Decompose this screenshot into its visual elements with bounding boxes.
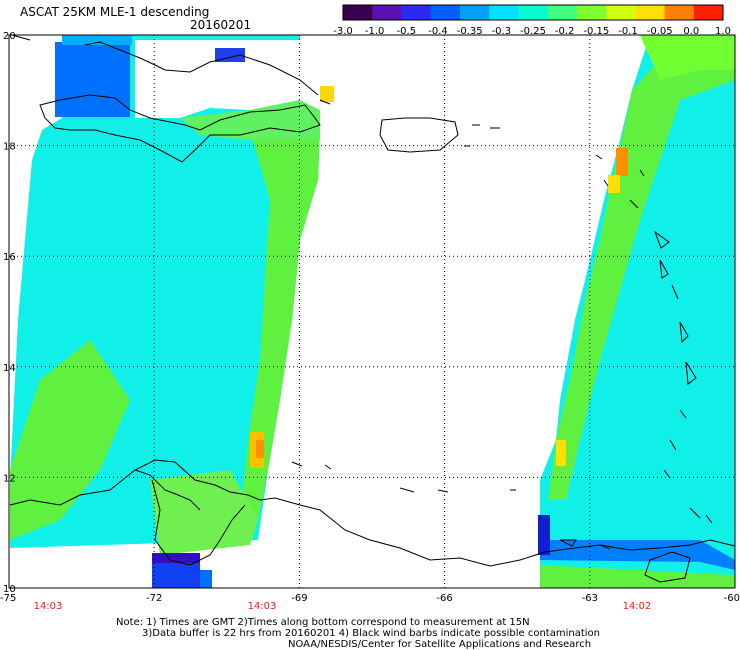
east-south-green — [540, 565, 735, 588]
time-label: 14:02 — [623, 601, 652, 612]
west-swath-green-band — [240, 130, 320, 520]
map-date: 20160201 — [190, 18, 251, 32]
coast-hispaniola-north — [84, 41, 319, 96]
colorbar-segment — [459, 5, 490, 20]
colorbar-label: -0.5 — [397, 26, 417, 37]
south-blue-ext — [200, 570, 212, 588]
coast-maracaibo — [151, 479, 246, 566]
central-green-area — [150, 470, 258, 555]
map-title: ASCAT 25KM MLE-1 descending — [20, 5, 209, 19]
east-swath-orange-patch — [616, 148, 628, 176]
note-line-3: NOAA/NESDIS/Center for Satellite Applica… — [288, 639, 591, 650]
colorbar-label: -0.4 — [428, 26, 448, 37]
colorbar-label: -3.0 — [333, 26, 353, 37]
colorbar-labels: -3.0 -1.0 -0.5 -0.4 -0.35 -0.3 -0.25 -0.2 -0.15-… — [333, 26, 731, 37]
colorbar-segment — [401, 5, 432, 20]
west-swath-orange-patch — [256, 440, 264, 458]
map-plot-area — [8, 34, 736, 589]
wind-data-swaths — [10, 35, 735, 588]
coast-puerto-rico — [379, 117, 459, 153]
southwest-green-area — [10, 340, 130, 540]
lat-label: 16 — [3, 252, 16, 263]
colorbar-segment — [518, 5, 549, 20]
coast-north-islands — [11, 34, 331, 105]
colorbar-label: -0.2 — [555, 26, 575, 37]
east-south-navy-block — [538, 515, 550, 555]
note-line-2: 3)Data buffer is 22 hrs from 20160201 4)… — [142, 628, 600, 639]
west-swath-yellow-north — [320, 86, 334, 102]
colorbar-segment — [664, 5, 695, 20]
map-frame — [8, 34, 736, 589]
lon-label: -63 — [582, 593, 598, 604]
northwest-cyan-block — [62, 35, 132, 45]
colorbar-segment — [489, 5, 519, 20]
colorbar-segment — [343, 5, 373, 20]
colorbar-segment — [430, 5, 461, 20]
lat-label: 14 — [3, 363, 16, 374]
lon-label: -72 — [146, 593, 162, 604]
north-no-data-gap — [135, 40, 320, 118]
colorbar-frame — [342, 4, 724, 21]
coastlines — [9, 34, 736, 583]
east-swath-green-band — [548, 40, 735, 500]
coast-aruba-curacao — [291, 461, 516, 493]
time-labels: 14:03 14:03 14:02 — [34, 601, 652, 612]
lon-label: -75 — [0, 593, 16, 604]
colorbar-segment — [693, 5, 724, 20]
note-line-1: Note: 1) Times are GMT 2)Times along bot… — [116, 617, 530, 628]
northwest-blue-block — [55, 42, 130, 117]
colorbar — [342, 4, 724, 21]
lon-label: -60 — [724, 593, 740, 604]
north-blue-strip — [215, 48, 245, 62]
lat-label: 18 — [3, 142, 16, 153]
colorbar-label: -1.0 — [365, 26, 385, 37]
colorbar-segment — [547, 5, 578, 20]
coast-lesser-antilles — [595, 154, 701, 519]
graticule — [9, 35, 735, 588]
coast-guajira — [134, 469, 201, 511]
colorbar-segment — [576, 5, 607, 20]
colorbar-segment — [635, 5, 666, 20]
time-label: 14:03 — [34, 601, 63, 612]
colorbar-label: -0.1 — [618, 26, 638, 37]
colorbar-label: -0.25 — [520, 26, 546, 37]
east-swath-north-green — [640, 35, 735, 80]
coast-virgin-islands — [464, 124, 500, 147]
coast-hispaniola — [39, 94, 321, 163]
coast-grenada — [705, 514, 713, 524]
colorbar-label: 0.0 — [683, 26, 699, 37]
east-swath — [540, 35, 735, 588]
colorbar-label: -0.35 — [457, 26, 483, 37]
east-swath-yellow-patch — [608, 175, 620, 193]
colorbar-label: 1.0 — [715, 26, 731, 37]
coast-margarita — [559, 539, 611, 550]
lat-label: 12 — [3, 473, 16, 484]
longitude-labels: -75 -72 -69 -66 -63 -60 — [0, 593, 740, 604]
lat-label: 10 — [3, 584, 16, 595]
latitude-labels: 20 18 16 14 12 10 — [3, 31, 16, 595]
lon-label: -69 — [291, 593, 307, 604]
lon-label: -66 — [436, 593, 452, 604]
time-label: 14:03 — [248, 601, 277, 612]
east-south-blue-strip — [540, 540, 735, 570]
east-swath-yellow-west — [556, 440, 566, 466]
lat-label: 20 — [3, 31, 16, 42]
colorbar-label: -0.15 — [583, 26, 609, 37]
south-purple-strip — [152, 553, 200, 563]
coast-trinidad — [644, 551, 691, 583]
colorbar-segment — [606, 5, 636, 20]
colorbar-label: -0.3 — [492, 26, 512, 37]
colorbar-label: -0.05 — [647, 26, 673, 37]
colorbar-segment — [372, 5, 402, 20]
